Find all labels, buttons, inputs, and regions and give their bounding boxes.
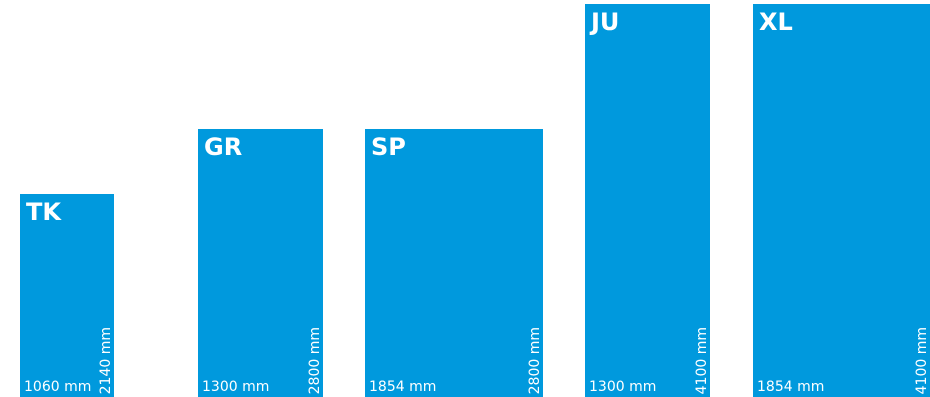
panel-height-label: 2800 mm: [307, 326, 323, 394]
panel-ju: JU 1300 mm 4100 mm: [585, 4, 710, 397]
panel-height-label: 2140 mm: [98, 326, 114, 394]
panel-height-label: 4100 mm: [694, 326, 710, 394]
panel-code: SP: [371, 133, 406, 161]
panel-xl: XL 1854 mm 4100 mm: [753, 4, 930, 397]
panel-gr: GR 1300 mm 2800 mm: [198, 129, 323, 397]
panel-width-label: 1854 mm: [369, 379, 437, 395]
panel-code: GR: [204, 133, 243, 161]
panel-code: JU: [591, 8, 620, 36]
panel-height-label: 4100 mm: [914, 326, 930, 394]
panel-code: TK: [26, 198, 61, 226]
panel-height-label: 2800 mm: [527, 326, 543, 394]
panel-tk: TK 1060 mm 2140 mm: [20, 194, 114, 397]
panel-width-label: 1060 mm: [24, 379, 92, 395]
panel-sp: SP 1854 mm 2800 mm: [365, 129, 543, 397]
panel-width-label: 1854 mm: [757, 379, 825, 395]
panel-width-label: 1300 mm: [202, 379, 270, 395]
panel-width-label: 1300 mm: [589, 379, 657, 395]
panel-code: XL: [759, 8, 793, 36]
